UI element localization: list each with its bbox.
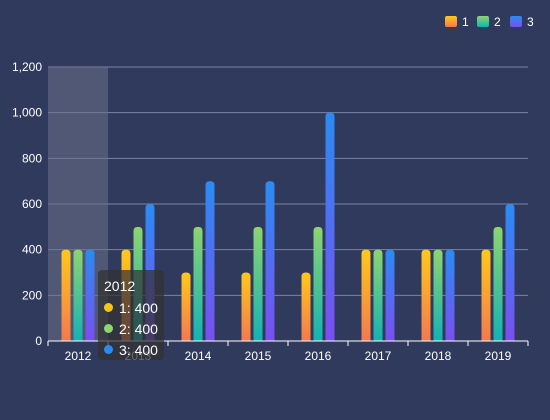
bar-series-1-2018: [421, 249, 431, 341]
x-tick-label: 2015: [245, 349, 272, 363]
legend-label: 1: [462, 15, 469, 29]
y-tick-label: 200: [22, 288, 42, 302]
tooltip-dot-icon: [104, 303, 113, 312]
x-tick-label: 2018: [425, 349, 452, 363]
legend-swatch-icon: [510, 16, 522, 27]
legend-item-1[interactable]: 1: [445, 15, 469, 29]
y-tick-label: 0: [35, 334, 42, 348]
x-tick-label: 2019: [485, 349, 512, 363]
tooltip-dot-icon: [104, 345, 113, 354]
bar-series-3-2019: [505, 204, 515, 341]
legend-swatch-icon: [445, 16, 457, 27]
legend-label: 2: [494, 15, 501, 29]
bar-series-1-2016: [301, 272, 311, 341]
y-tick-label: 600: [22, 197, 42, 211]
x-tick-label: 2016: [305, 349, 332, 363]
legend-item-2[interactable]: 2: [477, 15, 501, 29]
bar-series-3-2016: [325, 112, 335, 342]
bar-series-1-2015: [241, 272, 251, 341]
legend-swatch-icon: [477, 16, 489, 27]
x-tick-label: 2014: [185, 349, 212, 363]
bar-series-3-2018: [445, 249, 455, 341]
bar-series-2-2012: [73, 249, 83, 341]
grid-layer: [48, 66, 528, 296]
tooltip-row-text: 3: 400: [119, 341, 158, 358]
legend-item-3[interactable]: 3: [510, 15, 534, 29]
bar-series-1-2012: [61, 249, 71, 341]
bar-series-3-2017: [385, 249, 395, 341]
bar-series-2-2019: [493, 226, 503, 341]
tooltip-row-text: 2: 400: [119, 320, 158, 337]
bar-series-1-2017: [361, 249, 371, 341]
y-tick-label: 1,200: [12, 60, 42, 74]
x-tick-label: 2012: [65, 349, 92, 363]
tooltip-row: 2: 400: [104, 318, 158, 339]
bar-series-2-2017: [373, 249, 383, 341]
y-tick-label: 1,000: [12, 106, 42, 120]
legend[interactable]: 1 2 3: [445, 15, 534, 29]
bar-series-1-2019: [481, 249, 491, 341]
bar-series-2-2014: [193, 226, 203, 341]
bar-series-3-2014: [205, 181, 215, 341]
bar-series-3-2012: [85, 249, 95, 341]
bar-series-1-2014: [181, 272, 191, 341]
tooltip-row-text: 1: 400: [119, 299, 158, 316]
tooltip-row: 3: 400: [104, 339, 158, 360]
tooltip-row: 1: 400: [104, 297, 158, 318]
y-tick-label: 400: [22, 243, 42, 257]
x-tick-label: 2017: [365, 349, 392, 363]
tooltip-title: 2012: [104, 278, 136, 294]
bar-series-2-2016: [313, 226, 323, 341]
bar-series-3-2015: [265, 181, 275, 341]
bar-series-2-2015: [253, 226, 263, 341]
tooltip: 2012 1: 400 2: 400 3: 400: [98, 270, 164, 360]
bar-series-2-2018: [433, 249, 443, 341]
tooltip-dot-icon: [104, 324, 113, 333]
y-tick-label: 800: [22, 151, 42, 165]
legend-label: 3: [527, 15, 534, 29]
